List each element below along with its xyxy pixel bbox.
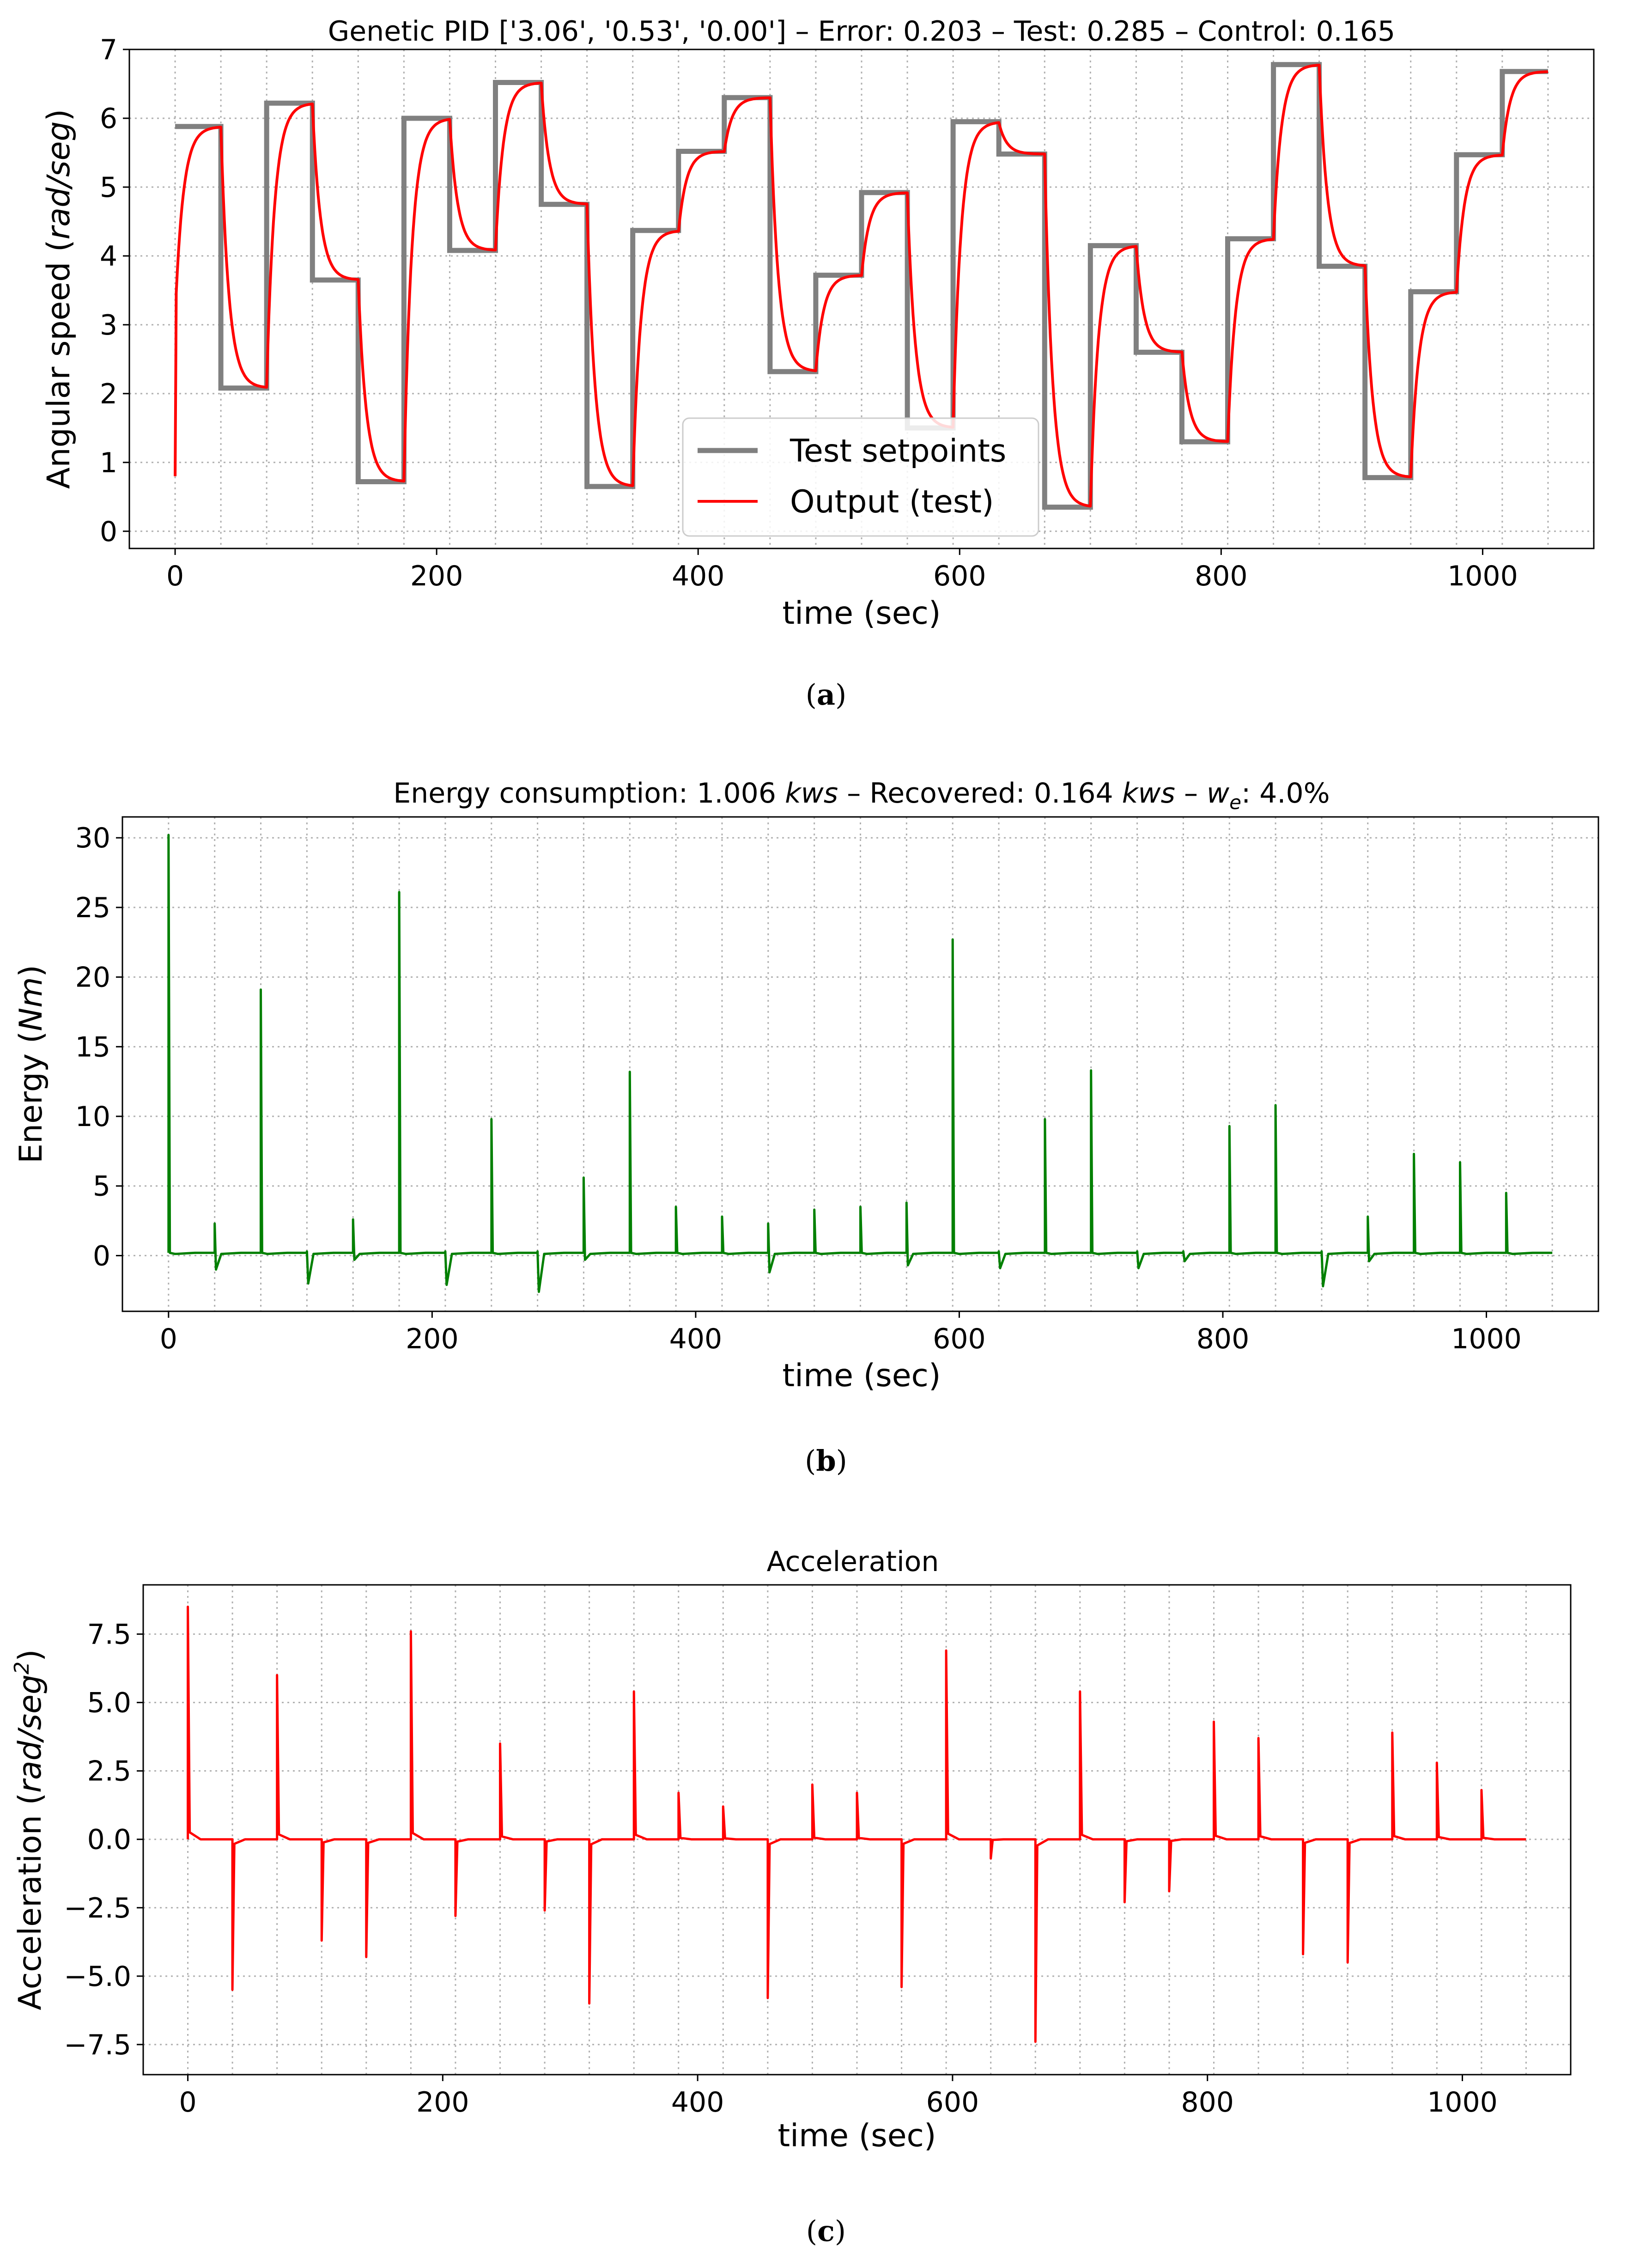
- y-tick-label: −7.5: [64, 2029, 131, 2061]
- chart-c-y-ticks: −7.5 −5.0 −2.5 0.0 2.5 5.0 7.5: [64, 1619, 143, 2061]
- chart-c-y-axis-label: Acceleration (rad/seg2): [10, 1649, 49, 2010]
- legend-label-output: Output (test): [790, 484, 994, 520]
- chart-b-title: Energy consumption: 1.006 kws – Recovere…: [393, 777, 1330, 814]
- legend-box: [682, 417, 1039, 537]
- chart-a-y-axis-label: Angular speed (rad/seg): [41, 109, 77, 489]
- series-test-setpoints-line: [175, 62, 1548, 510]
- y-tick-label: 7: [100, 34, 117, 66]
- series-energy-line: [167, 834, 1553, 1293]
- chart-c-x-ticks: 0 200 400 600 800 1000: [179, 2075, 1498, 2119]
- caption-b: (b): [805, 1444, 847, 1478]
- x-tick-label: 400: [672, 560, 725, 592]
- y-tick-label: 5: [93, 1170, 110, 1203]
- chart-b-frame: [121, 816, 1599, 1312]
- x-tick-label: 600: [933, 1323, 986, 1355]
- chart-a-x-ticks: 0 200 400 600 800 1000: [166, 548, 1518, 592]
- x-tick-label: 600: [933, 560, 986, 592]
- chart-c-x-axis-label: time (sec): [778, 2118, 936, 2154]
- y-tick-label: 2: [100, 378, 117, 410]
- x-tick-label: 0: [160, 1323, 177, 1355]
- x-tick-label: 1000: [1451, 1323, 1522, 1355]
- chart-b-x-ticks: 0 200 400 600 800 1000: [160, 1311, 1522, 1355]
- chart-a-y-ticks: 0 1 2 3 4 5 6 7: [100, 34, 129, 548]
- y-tick-label: 15: [75, 1031, 110, 1063]
- chart-a-x-axis-label: time (sec): [783, 595, 941, 632]
- y-tick-label: 1: [100, 447, 117, 479]
- y-tick-label: 10: [75, 1101, 110, 1133]
- y-tick-label: 3: [100, 309, 117, 341]
- y-tick-label: 5: [100, 171, 117, 204]
- y-tick-label: −2.5: [64, 1892, 131, 1924]
- series-acceleration-line: [187, 1605, 1526, 2043]
- y-tick-label: 5.0: [87, 1687, 131, 1719]
- x-tick-label: 1000: [1447, 560, 1518, 592]
- y-tick-label: 0: [100, 516, 117, 548]
- chart-c-frame: [142, 1584, 1572, 2076]
- series-output-test-line: [174, 63, 1549, 508]
- panel-b-energy-chart: Energy consumption: 1.006 kws – Recovere…: [13, 777, 1599, 1478]
- chart-b-x-axis-label: time (sec): [783, 1358, 941, 1394]
- panel-a-speed-chart: Genetic PID ['3.06', '0.53', '0.00'] – E…: [41, 15, 1595, 712]
- y-tick-label: 4: [100, 240, 117, 273]
- y-tick-label: −5.0: [64, 1961, 131, 1993]
- x-tick-label: 1000: [1427, 2086, 1498, 2119]
- x-tick-label: 400: [671, 2086, 724, 2119]
- chart-c-title: Acceleration: [767, 1546, 939, 1578]
- x-tick-label: 200: [406, 1323, 459, 1355]
- y-tick-label: 20: [75, 962, 110, 994]
- chart-a-frame: [128, 49, 1595, 549]
- chart-b-y-axis-label: Energy (Nm): [13, 965, 49, 1163]
- y-tick-label: 30: [75, 822, 110, 854]
- x-tick-label: 800: [1195, 560, 1248, 592]
- x-tick-label: 0: [179, 2086, 196, 2119]
- legend-label-setpoints: Test setpoints: [790, 433, 1006, 469]
- x-tick-label: 200: [410, 560, 463, 592]
- y-tick-label: 2.5: [87, 1755, 131, 1788]
- x-tick-label: 600: [926, 2086, 979, 2119]
- x-tick-label: 400: [669, 1323, 723, 1355]
- x-tick-label: 200: [416, 2086, 469, 2119]
- y-tick-label: 0: [93, 1240, 110, 1272]
- chart-a-title: Genetic PID ['3.06', '0.53', '0.00'] – E…: [328, 15, 1395, 48]
- y-tick-label: 6: [100, 103, 117, 135]
- x-tick-label: 0: [166, 560, 184, 592]
- y-tick-label: 0.0: [87, 1824, 131, 1856]
- caption-a: (a): [806, 678, 847, 712]
- panel-c-acceleration-chart: Acceleration 0 200 400 600 800 1000 −7.5−5.0−…: [10, 1546, 1572, 2248]
- chart-a-legend: Test setpoints Output (test): [682, 417, 1039, 537]
- x-tick-label: 800: [1181, 2086, 1234, 2119]
- caption-c: (c): [806, 2214, 846, 2248]
- chart-b-y-ticks: 0 5 10 15 20 25 30: [75, 822, 122, 1272]
- y-tick-label: 25: [75, 892, 110, 924]
- x-tick-label: 800: [1196, 1323, 1250, 1355]
- y-tick-label: 7.5: [87, 1619, 131, 1651]
